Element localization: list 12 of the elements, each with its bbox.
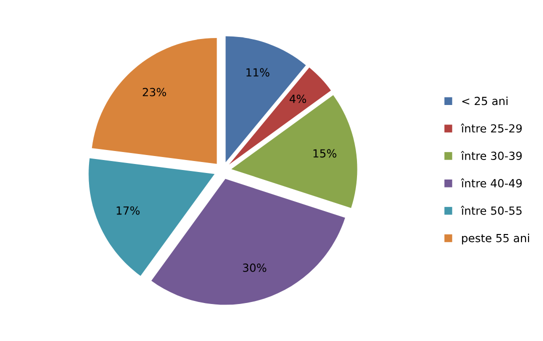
data-label: 23%: [142, 88, 166, 96]
data-label: 30%: [243, 264, 266, 272]
legend-label: peste 55 ani: [462, 234, 530, 244]
legend-label: între 25-29: [460, 124, 522, 133]
legend-label: între 30-39: [460, 150, 522, 160]
legend-label: < 25 ani: [462, 96, 508, 106]
legend-label: între 40-49: [460, 178, 522, 188]
data-label: 15%: [313, 149, 336, 158]
data-label: 4%: [290, 94, 306, 104]
data-label: 11%: [246, 68, 270, 77]
legend-label: între 50-55: [460, 206, 522, 215]
data-label: 17%: [116, 206, 140, 215]
